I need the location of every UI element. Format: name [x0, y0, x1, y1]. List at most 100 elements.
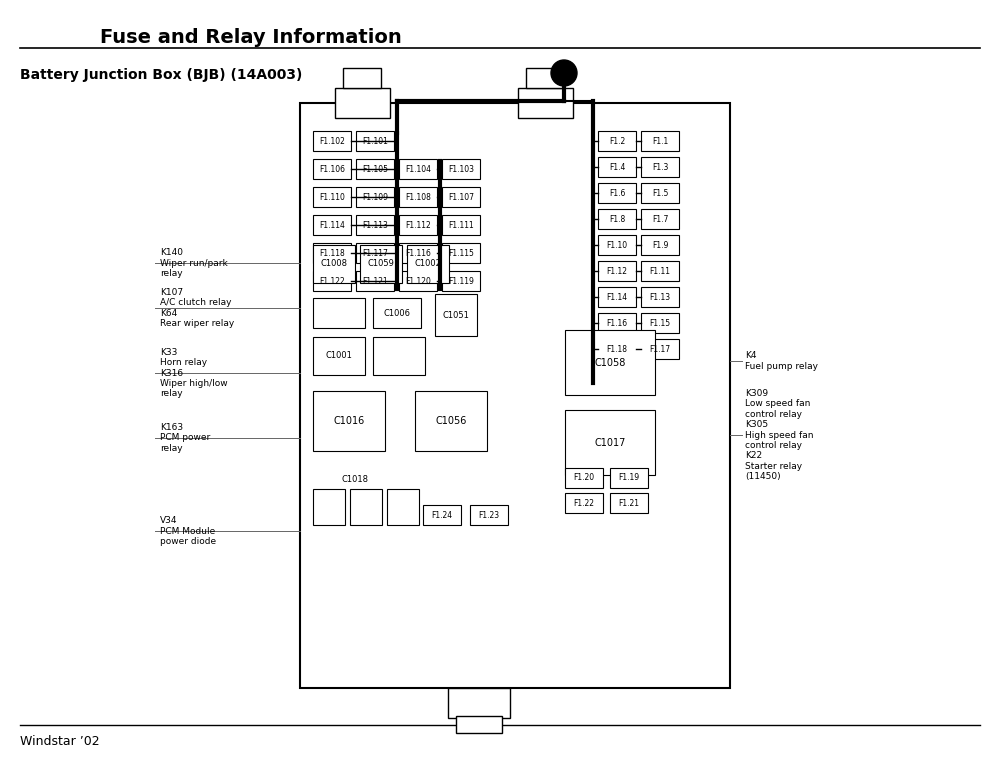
Text: F1.111: F1.111 [448, 220, 474, 230]
Bar [598, 287, 636, 307]
Bar [313, 337, 365, 375]
Text: F1.15: F1.15 [649, 318, 671, 328]
Text: C1001: C1001 [326, 352, 352, 360]
Bar [442, 243, 480, 263]
Text: K140
Wiper run/park
relay: K140 Wiper run/park relay [160, 248, 228, 278]
Text: F1.7: F1.7 [652, 214, 668, 223]
Text: K163
PCM power
relay: K163 PCM power relay [160, 423, 210, 453]
Bar [526, 68, 564, 88]
Bar [313, 489, 345, 525]
Text: C1002: C1002 [415, 260, 441, 268]
Bar [313, 187, 351, 207]
Bar [442, 215, 480, 235]
Bar [641, 209, 679, 229]
Bar [313, 131, 351, 151]
Text: F1.23: F1.23 [478, 510, 500, 519]
Text: V34
PCM Module
power diode: V34 PCM Module power diode [160, 516, 216, 546]
Bar [300, 103, 730, 688]
Text: F1.106: F1.106 [319, 165, 345, 173]
Bar [442, 271, 480, 291]
Bar [313, 245, 355, 283]
Bar [313, 215, 351, 235]
Text: F1.112: F1.112 [405, 220, 431, 230]
Bar [598, 183, 636, 203]
Text: F1.121: F1.121 [362, 277, 388, 285]
Bar [356, 187, 394, 207]
Text: C1017: C1017 [594, 438, 626, 448]
Bar [610, 468, 648, 488]
Bar [313, 391, 385, 451]
Bar [407, 245, 449, 283]
Text: F1.102: F1.102 [319, 137, 345, 145]
Bar [373, 337, 425, 375]
Bar [641, 157, 679, 177]
Text: K107
A/C clutch relay
K64
Rear wiper relay: K107 A/C clutch relay K64 Rear wiper rel… [160, 288, 234, 328]
Bar [399, 159, 437, 179]
Bar [598, 209, 636, 229]
Text: C1058: C1058 [594, 357, 626, 367]
Text: F1.122: F1.122 [319, 277, 345, 285]
Text: F1.19: F1.19 [618, 474, 640, 482]
Text: K33
Horn relay
K316
Wiper high/low
relay: K33 Horn relay K316 Wiper high/low relay [160, 348, 228, 398]
Bar [356, 131, 394, 151]
Text: C1051: C1051 [443, 311, 469, 319]
Bar [610, 493, 648, 513]
Bar [399, 243, 437, 263]
Text: F1.113: F1.113 [362, 220, 388, 230]
Text: F1.119: F1.119 [448, 277, 474, 285]
Text: F1.108: F1.108 [405, 192, 431, 202]
Text: F1.11: F1.11 [650, 267, 670, 275]
Bar [442, 187, 480, 207]
Text: F1.5: F1.5 [652, 189, 668, 197]
Bar [350, 489, 382, 525]
Text: C1018: C1018 [342, 475, 368, 484]
Text: F1.114: F1.114 [319, 220, 345, 230]
Bar [360, 245, 402, 283]
Bar [356, 159, 394, 179]
Text: F1.21: F1.21 [618, 499, 640, 508]
Bar [387, 489, 419, 525]
Text: F1.117: F1.117 [362, 248, 388, 257]
Text: F1.13: F1.13 [649, 292, 671, 301]
Text: F1.118: F1.118 [319, 248, 345, 257]
Bar [456, 716, 502, 733]
Text: F1.17: F1.17 [649, 345, 671, 353]
Bar [641, 313, 679, 333]
Bar [399, 187, 437, 207]
Text: F1.115: F1.115 [448, 248, 474, 257]
Text: F1.8: F1.8 [609, 214, 625, 223]
Text: F1.116: F1.116 [405, 248, 431, 257]
Bar [356, 215, 394, 235]
Bar [641, 339, 679, 359]
Bar [356, 243, 394, 263]
Bar [598, 131, 636, 151]
Bar [313, 271, 351, 291]
Bar [448, 688, 510, 718]
Bar [641, 183, 679, 203]
Bar [313, 298, 365, 328]
Bar [399, 215, 437, 235]
Text: F1.12: F1.12 [606, 267, 628, 275]
Bar [343, 68, 381, 88]
Bar [423, 505, 461, 525]
Bar [518, 88, 573, 118]
Bar [641, 261, 679, 281]
Text: F1.107: F1.107 [448, 192, 474, 202]
Text: Fuse and Relay Information: Fuse and Relay Information [100, 28, 402, 47]
Bar [399, 271, 437, 291]
Text: F1.3: F1.3 [652, 162, 668, 172]
Text: F1.6: F1.6 [609, 189, 625, 197]
Text: K4
Fuel pump relay: K4 Fuel pump relay [745, 351, 818, 371]
Text: F1.14: F1.14 [606, 292, 628, 301]
Bar [641, 287, 679, 307]
Text: F1.2: F1.2 [609, 137, 625, 145]
Text: K309
Low speed fan
control relay
K305
High speed fan
control relay
K22
Starter r: K309 Low speed fan control relay K305 Hi… [745, 389, 814, 481]
Text: F1.103: F1.103 [448, 165, 474, 173]
Bar [373, 298, 421, 328]
Text: F1.1: F1.1 [652, 137, 668, 145]
Text: F1.22: F1.22 [574, 499, 594, 508]
Circle shape [551, 60, 577, 86]
Bar [598, 313, 636, 333]
Bar [641, 131, 679, 151]
Bar [641, 235, 679, 255]
